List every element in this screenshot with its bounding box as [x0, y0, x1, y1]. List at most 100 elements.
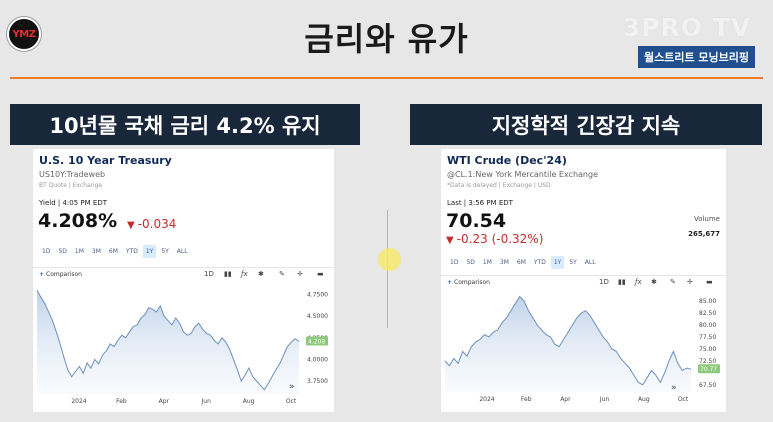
down-triangle-icon: ▼: [446, 235, 454, 246]
brand-logo: 3PRO TV: [622, 13, 752, 42]
comparison-button[interactable]: + Comparison: [447, 279, 490, 286]
quote-note: BT Quote | Exchange: [39, 182, 103, 189]
quote-note: *Data is delayed | Exchange | USD: [447, 182, 551, 189]
range-5d-button[interactable]: 5D: [466, 259, 475, 266]
y-tick-label: 72.50: [699, 358, 716, 365]
chart-area: [445, 296, 691, 392]
range-1m-button[interactable]: 1M: [482, 259, 492, 266]
range-1y-button[interactable]: 1Y: [550, 256, 565, 269]
crosshair-icon[interactable]: ✛: [687, 278, 693, 286]
down-triangle-icon: ▼: [127, 220, 135, 231]
range-1d-button[interactable]: 1D: [450, 259, 459, 266]
y-tick-label: 67.50: [699, 382, 716, 389]
y-tick-label: 4.0000: [307, 356, 328, 363]
x-tick-label: Oct: [678, 396, 689, 403]
x-tick-label: Apr: [560, 396, 571, 403]
y-tick-label: 75.00: [699, 346, 716, 353]
wti-quote-panel: WTI Crude (Dec'24) @CL.1:New York Mercan…: [441, 149, 726, 412]
interval-button[interactable]: 1D: [599, 278, 609, 286]
quote-change-value: -0.034: [137, 217, 177, 231]
range-3m-button[interactable]: 3M: [499, 259, 509, 266]
quote-change-value: -0.23 (-0.32%): [456, 232, 544, 246]
y-tick-label: 77.50: [699, 334, 716, 341]
range-5d-button[interactable]: 5D: [58, 248, 67, 255]
range-5y-button[interactable]: 5Y: [569, 259, 577, 266]
cursor-highlight: [378, 248, 401, 271]
candlestick-icon[interactable]: ▮▮: [224, 270, 232, 278]
comparison-button[interactable]: + Comparison: [39, 271, 82, 278]
range-5y-button[interactable]: 5Y: [161, 248, 169, 255]
x-tick-label: Aug: [638, 396, 650, 403]
y-tick-label: 3.7500: [307, 378, 328, 385]
function-icon[interactable]: ƒx: [241, 270, 248, 278]
range-1m-button[interactable]: 1M: [74, 248, 84, 255]
chart-area: [37, 290, 299, 394]
x-tick-label: 2024: [479, 396, 494, 403]
chart-toolbar: + Comparison 1D ▮▮ ƒx ✱ ✎ ✛ ▬: [33, 267, 334, 281]
interval-button[interactable]: 1D: [204, 270, 214, 278]
comparison-label: Comparison: [454, 279, 490, 286]
brand-subtitle: 월스트리트 모닝브리핑: [637, 46, 755, 68]
double-chevron-icon[interactable]: »: [671, 383, 677, 393]
treasury-quote-panel: U.S. 10 Year Treasury US10Y:Tradeweb BT …: [33, 149, 334, 412]
range-all-button[interactable]: ALL: [176, 248, 188, 255]
last-value-badge: [306, 336, 328, 346]
range-selector: 1D 5D 1M 3M 6M YTD 1Y 5Y ALL: [39, 245, 193, 258]
section-title-treasury: 10년물 국채 금리 4.2% 유지: [10, 104, 360, 145]
crosshair-icon[interactable]: ✛: [297, 270, 303, 278]
volume-value: 265,677: [688, 230, 720, 238]
logo-text: YMZ: [12, 28, 36, 40]
comment-icon[interactable]: ▬: [317, 270, 324, 278]
y-tick-label: 85.00: [699, 298, 716, 305]
range-3m-button[interactable]: 3M: [91, 248, 101, 255]
x-tick-label: Feb: [116, 398, 127, 405]
pencil-icon[interactable]: ✎: [279, 270, 285, 278]
x-tick-label: Oct: [286, 398, 297, 405]
plus-icon: +: [39, 271, 45, 278]
x-tick-label: Apr: [159, 398, 170, 405]
x-tick-label: 2024: [71, 398, 86, 405]
title-underline: [10, 77, 763, 79]
page-title: 금리와 유가: [304, 20, 469, 58]
range-6m-button[interactable]: 6M: [108, 248, 118, 255]
double-chevron-icon[interactable]: »: [289, 382, 295, 392]
quote-symbol: US10Y:Tradeweb: [39, 170, 106, 179]
range-all-button[interactable]: ALL: [584, 259, 596, 266]
pencil-icon[interactable]: ✎: [670, 278, 676, 286]
section-title-oil: 지정학적 긴장감 지속: [410, 104, 762, 145]
gear-icon[interactable]: ✱: [651, 278, 657, 286]
treasury-chart[interactable]: 4.75004.50004.25004.00003.75004.2082024F…: [33, 282, 334, 412]
x-tick-label: Jun: [201, 398, 212, 405]
quote-time-label: Last | 3:56 PM EDT: [447, 199, 513, 207]
quote-price: 4.208%: [38, 210, 118, 232]
quote-name[interactable]: U.S. 10 Year Treasury: [39, 154, 172, 167]
candlestick-icon[interactable]: ▮▮: [618, 278, 626, 286]
chart-line: [444, 295, 692, 386]
range-1y-button[interactable]: 1Y: [142, 245, 157, 258]
range-ytd-button[interactable]: YTD: [125, 248, 138, 255]
chart-line: [36, 290, 300, 391]
last-value-label: 4.208: [308, 338, 325, 345]
y-tick-label: 82.50: [699, 310, 716, 317]
comparison-label: Comparison: [46, 271, 82, 278]
range-selector: 1D 5D 1M 3M 6M YTD 1Y 5Y ALL: [447, 256, 601, 269]
volume-label: Volume: [693, 215, 720, 223]
x-tick-label: Aug: [243, 398, 255, 405]
plus-icon: +: [447, 279, 453, 286]
x-tick-label: Jun: [599, 396, 610, 403]
y-tick-label: 4.7500: [307, 292, 328, 299]
ymz-logo: YMZ: [7, 17, 41, 51]
comment-icon[interactable]: ▬: [706, 278, 713, 286]
function-icon[interactable]: ƒx: [635, 278, 642, 286]
range-1d-button[interactable]: 1D: [42, 248, 51, 255]
quote-name[interactable]: WTI Crude (Dec'24): [447, 154, 567, 167]
range-ytd-button[interactable]: YTD: [533, 259, 546, 266]
gear-icon[interactable]: ✱: [258, 270, 264, 278]
last-value-label: 70.77: [700, 366, 717, 373]
y-tick-label: 4.5000: [307, 313, 328, 320]
quote-change: ▼ -0.034: [127, 217, 176, 231]
last-value-badge: [698, 364, 720, 374]
wti-chart[interactable]: 85.00 82.50 80.00 77.50 75.00 72.50 67.50 70.77…: [441, 290, 726, 412]
range-6m-button[interactable]: 6M: [516, 259, 526, 266]
y-tick-label: 80.00: [699, 322, 716, 329]
